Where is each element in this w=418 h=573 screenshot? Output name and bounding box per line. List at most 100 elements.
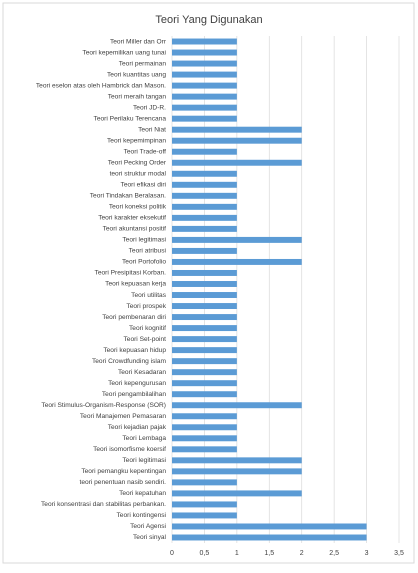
bar <box>172 391 237 398</box>
bar <box>172 534 367 541</box>
y-tick-label: Teori kepuasan hidup <box>103 347 166 354</box>
y-tick-label: Teori Crowdfunding islam <box>92 358 167 365</box>
y-tick-label: Teori Stimulus-Organism-Response (SOR) <box>41 402 166 409</box>
bar <box>172 435 237 442</box>
bar <box>172 181 237 188</box>
bar <box>172 490 302 497</box>
bar <box>172 325 237 332</box>
y-tick-label: Teori kuantitas uang <box>107 71 166 78</box>
bar <box>172 126 302 133</box>
bar <box>172 479 237 486</box>
bar <box>172 369 237 376</box>
y-tick-label: Teori kepengurusan <box>108 380 166 387</box>
y-tick-label: Teori kepuasan kerja <box>105 281 166 288</box>
bar <box>172 512 237 519</box>
y-tick-label: Teori Trade-off <box>124 148 167 155</box>
y-tick-label: Teori Portofolio <box>122 259 166 266</box>
y-tick-label: Teori Agensi <box>130 523 166 530</box>
y-tick-label: Teori pembenaran diri <box>102 314 166 321</box>
x-tick-label: 2 <box>300 550 304 557</box>
y-tick-label: Teori Kesadaran <box>118 369 166 376</box>
y-tick-label: Teori Tindakan Beralasan. <box>90 193 166 200</box>
bar <box>172 269 237 276</box>
bar <box>172 336 237 343</box>
bar <box>172 446 237 453</box>
bar <box>172 38 237 45</box>
bar <box>172 258 302 265</box>
bar <box>172 71 237 78</box>
bar <box>172 247 237 254</box>
y-tick-label: Teori permainan <box>119 60 167 67</box>
y-tick-label: Teori legitimasi <box>122 457 166 464</box>
bar <box>172 314 237 321</box>
bar <box>172 203 237 210</box>
y-tick-label: Teori legitimasi <box>122 237 166 244</box>
y-tick-label: Teori kontingensi <box>117 512 167 519</box>
bar <box>172 413 237 420</box>
bar <box>172 457 302 464</box>
bar <box>172 137 302 144</box>
y-tick-label: Teori Miller dan Orr <box>110 38 167 45</box>
bar <box>172 468 302 475</box>
y-tick-label: Teori kepatuhan <box>119 490 166 497</box>
y-tick-label: Teori Set-point <box>123 336 166 343</box>
y-tick-label: Teori efikasi diri <box>121 182 167 189</box>
y-tick-label: Teori Perilaku Terencana <box>94 115 167 122</box>
bar <box>172 159 302 166</box>
y-tick-label: Teori koneksi politik <box>109 204 167 211</box>
y-tick-label: teori struktur modal <box>110 171 167 178</box>
x-tick-label: 0,5 <box>200 550 210 557</box>
chart-title: Teori Yang Digunakan <box>155 14 262 26</box>
y-tick-label: Teori pemangku kepentingan <box>81 468 166 475</box>
bar <box>172 303 237 310</box>
bar <box>172 380 237 387</box>
bar <box>172 82 237 89</box>
bar <box>172 358 237 365</box>
y-tick-label: Teori Presipitasi Korban. <box>95 270 167 277</box>
y-tick-label: Teori atribusi <box>129 248 167 255</box>
y-tick-label: Teori kepemilikan uang tunai <box>82 49 166 56</box>
y-tick-label: Teori karakter eksekutif <box>98 215 166 222</box>
bar <box>172 214 237 221</box>
y-tick-label: Teori Lembaga <box>122 435 166 442</box>
y-tick-label: Teori meraih tangan <box>108 93 167 100</box>
y-tick-label: Teori utilitas <box>131 292 167 299</box>
bar <box>172 236 302 243</box>
y-tick-label: Teori pengambilalihan <box>102 391 166 398</box>
bar <box>172 225 237 232</box>
y-tick-label: Teori Pecking Order <box>108 160 167 167</box>
y-tick-label: Teori Manajemen Pemasaran <box>80 413 166 420</box>
y-tick-label: Teori kejadian pajak <box>108 424 167 431</box>
y-tick-label: Teori kepemimpinan <box>107 137 166 144</box>
x-tick-label: 2,5 <box>329 550 339 557</box>
x-tick-label: 3,5 <box>394 550 404 557</box>
y-tick-label: Teori Niat <box>138 126 166 133</box>
bar <box>172 402 302 409</box>
bar <box>172 49 237 56</box>
y-tick-label: Teori kognitif <box>129 325 166 332</box>
bar <box>172 523 367 530</box>
y-tick-label: Teori prospek <box>126 303 166 310</box>
bar <box>172 424 237 431</box>
x-tick-label: 1 <box>235 550 239 557</box>
x-tick-label: 1,5 <box>264 550 274 557</box>
x-tick-label: 0 <box>170 550 174 557</box>
bar <box>172 292 237 298</box>
bar <box>172 104 237 111</box>
y-tick-label: Teori eselon atas oleh Hambrick dan Maso… <box>36 82 166 89</box>
bar <box>172 115 237 122</box>
bar <box>172 281 237 287</box>
y-tick-label: Teori akuntansi positif <box>103 226 167 233</box>
bar <box>172 170 237 177</box>
y-tick-label: Teori isomorfisme koersif <box>93 446 166 453</box>
y-tick-label: Teori JD-R. <box>133 104 166 111</box>
bar <box>172 93 237 100</box>
bar <box>172 501 237 508</box>
bar <box>172 148 237 155</box>
x-tick-label: 3 <box>365 550 369 557</box>
bar <box>172 347 237 354</box>
y-tick-label: Teori sinyal <box>133 534 167 541</box>
bar <box>172 192 237 199</box>
